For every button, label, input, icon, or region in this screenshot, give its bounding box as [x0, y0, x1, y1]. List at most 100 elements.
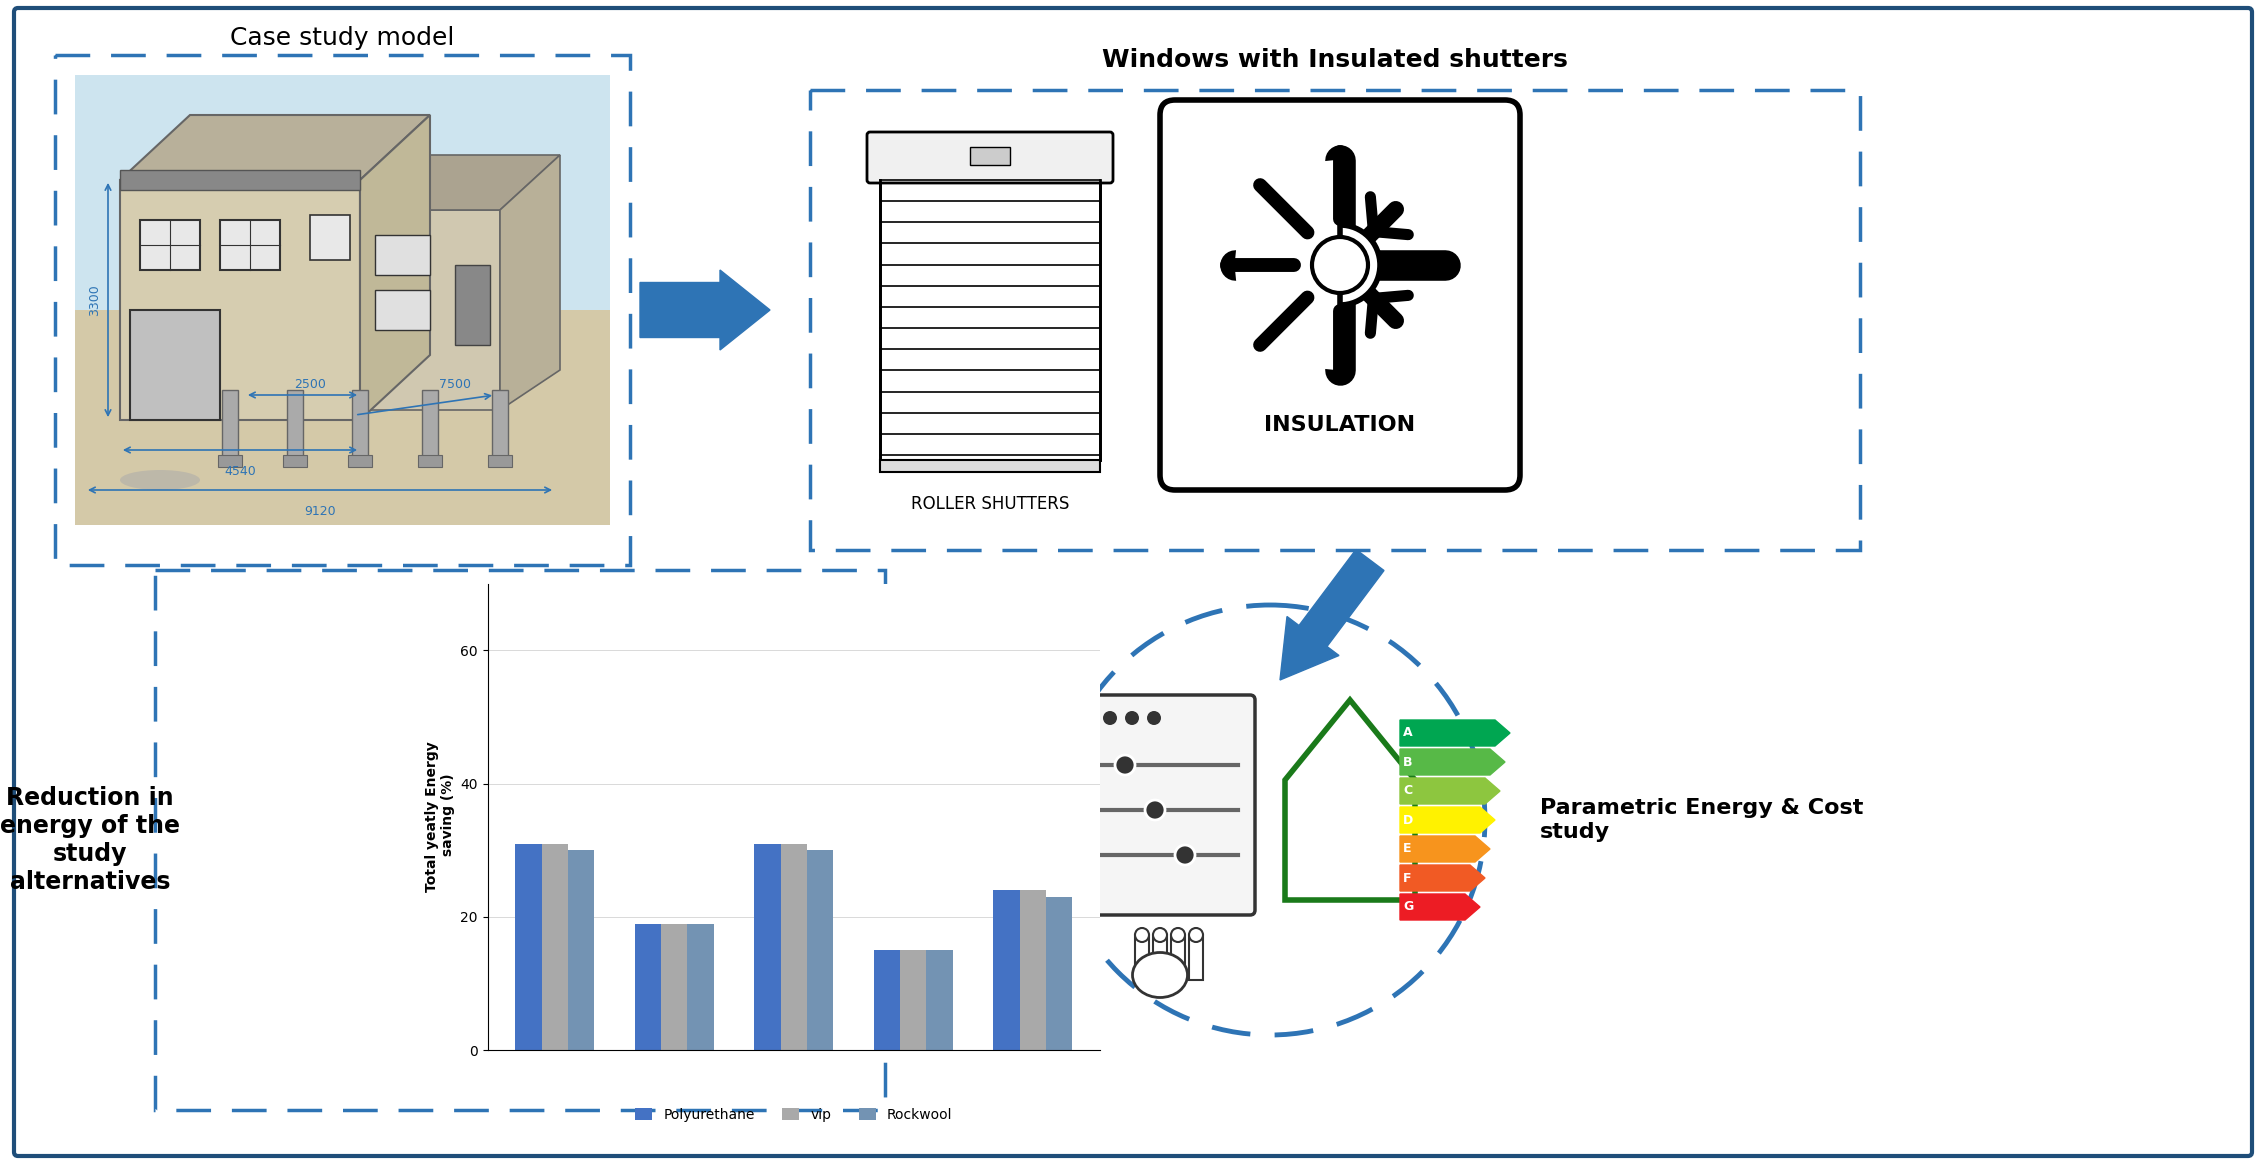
Text: Case study model: Case study model	[231, 26, 454, 50]
FancyArrow shape	[1399, 808, 1495, 833]
Legend: Polyurethane, vip, Rockwool: Polyurethane, vip, Rockwool	[631, 1103, 957, 1127]
Text: 4540: 4540	[225, 464, 256, 478]
FancyArrow shape	[1399, 778, 1499, 804]
FancyBboxPatch shape	[866, 132, 1114, 183]
Bar	[75, 310, 610, 525]
Bar	[1170, 935, 1184, 980]
Bar	[542, 844, 567, 1050]
Bar	[154, 569, 885, 1110]
Circle shape	[1300, 225, 1379, 305]
Bar	[1046, 897, 1073, 1050]
Text: Reduction in
energy of the
study
alternatives: Reduction in energy of the study alterna…	[0, 787, 179, 894]
Bar	[374, 235, 431, 275]
Bar	[810, 90, 1860, 550]
Bar	[1134, 935, 1150, 980]
Circle shape	[1311, 237, 1368, 293]
Text: 9120: 9120	[304, 505, 336, 518]
Ellipse shape	[1132, 952, 1188, 998]
Bar	[54, 55, 631, 565]
Circle shape	[1152, 928, 1168, 942]
Bar	[456, 265, 490, 345]
Bar	[925, 950, 953, 1050]
FancyArrow shape	[1399, 894, 1481, 920]
Bar	[492, 390, 508, 460]
Bar	[880, 460, 1100, 471]
Circle shape	[1170, 928, 1184, 942]
FancyArrow shape	[640, 270, 771, 350]
FancyBboxPatch shape	[1080, 696, 1254, 915]
Polygon shape	[499, 155, 560, 410]
Y-axis label: Total yeatly Energy
 saving (%): Total yeatly Energy saving (%)	[424, 741, 454, 893]
Text: F: F	[1404, 872, 1411, 885]
FancyArrow shape	[1399, 836, 1490, 862]
Text: E: E	[1404, 843, 1411, 855]
Bar	[120, 170, 361, 190]
Bar	[807, 851, 832, 1050]
Bar	[635, 923, 662, 1050]
Bar	[488, 455, 513, 467]
Text: Parametric Energy & Cost
study: Parametric Energy & Cost study	[1540, 798, 1864, 841]
Text: D: D	[1404, 813, 1413, 826]
Wedge shape	[1236, 160, 1340, 370]
Circle shape	[1055, 605, 1486, 1035]
Text: 2500: 2500	[295, 378, 327, 391]
Polygon shape	[120, 116, 431, 180]
Bar	[417, 455, 442, 467]
Bar	[880, 180, 1100, 460]
Bar	[288, 390, 304, 460]
Text: C: C	[1404, 784, 1413, 797]
Circle shape	[1148, 711, 1161, 725]
Bar	[311, 215, 349, 260]
Text: G: G	[1404, 901, 1413, 914]
Bar	[755, 844, 780, 1050]
Circle shape	[1102, 711, 1118, 725]
FancyArrow shape	[1279, 550, 1383, 680]
Bar	[993, 890, 1021, 1050]
Polygon shape	[361, 210, 499, 410]
Circle shape	[1125, 711, 1139, 725]
Text: B: B	[1404, 755, 1413, 769]
Bar	[780, 844, 807, 1050]
Polygon shape	[361, 116, 431, 420]
Text: 7500: 7500	[440, 378, 472, 391]
Bar	[75, 75, 610, 525]
Bar	[347, 455, 372, 467]
Polygon shape	[361, 155, 560, 210]
Bar	[1152, 935, 1168, 980]
FancyArrow shape	[905, 780, 1050, 860]
Circle shape	[1116, 755, 1134, 775]
Text: INSULATION: INSULATION	[1266, 415, 1415, 435]
Circle shape	[1134, 928, 1150, 942]
FancyBboxPatch shape	[1159, 100, 1520, 490]
Bar	[1188, 935, 1202, 980]
Bar	[687, 923, 714, 1050]
Text: Windows with Insulated shutters: Windows with Insulated shutters	[1102, 48, 1567, 72]
Bar	[971, 147, 1009, 165]
Text: 3300: 3300	[88, 284, 102, 316]
Bar	[1021, 890, 1046, 1050]
Bar	[422, 390, 438, 460]
Bar	[374, 291, 431, 330]
Bar	[284, 455, 306, 467]
Bar	[515, 844, 542, 1050]
Text: ROLLER SHUTTERS: ROLLER SHUTTERS	[912, 495, 1068, 513]
FancyArrow shape	[1399, 749, 1506, 775]
Bar	[352, 390, 367, 460]
Bar	[218, 455, 243, 467]
Bar	[567, 851, 594, 1050]
Ellipse shape	[120, 470, 200, 490]
Bar	[220, 221, 279, 270]
FancyBboxPatch shape	[14, 8, 2252, 1156]
Bar	[662, 923, 687, 1050]
Bar	[222, 390, 238, 460]
Circle shape	[1188, 928, 1202, 942]
FancyArrow shape	[1399, 720, 1510, 746]
Text: A: A	[1404, 727, 1413, 740]
Bar	[873, 950, 900, 1050]
FancyArrow shape	[1399, 865, 1486, 890]
Bar	[900, 950, 925, 1050]
Circle shape	[1145, 801, 1166, 820]
Polygon shape	[120, 180, 361, 420]
Bar	[141, 221, 200, 270]
Circle shape	[1175, 845, 1195, 865]
